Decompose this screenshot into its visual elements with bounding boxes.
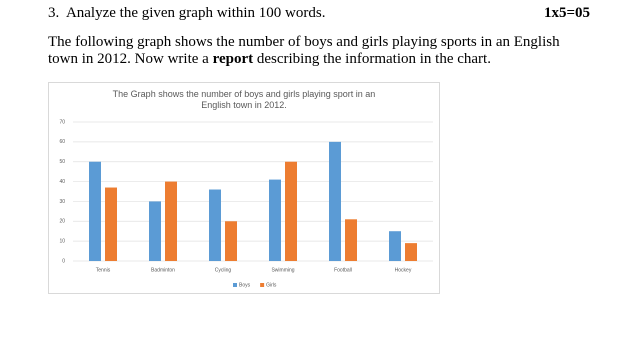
bar <box>149 201 161 261</box>
legend-label: Girls <box>266 282 277 288</box>
bold-text: report <box>212 51 254 67</box>
y-tick-label: 20 <box>59 219 65 225</box>
bar <box>105 187 117 261</box>
y-tick-label: 40 <box>59 179 65 185</box>
chart-svg: 0 10 20 30 40 50 60 70 Tennis Badminton Cycling Swi… <box>59 119 433 288</box>
chart: The Graph shows the number of boys and g… <box>48 82 440 294</box>
text: The following graph shows the number of … <box>48 34 560 67</box>
x-tick-label: Swimming <box>271 267 294 273</box>
legend-swatch <box>233 283 237 287</box>
bar <box>269 179 281 261</box>
marks: 1x5=05 <box>543 5 590 21</box>
paragraph: The following graph shows the number of … <box>48 34 593 68</box>
y-tick-label: 70 <box>59 119 65 125</box>
bar <box>225 221 237 261</box>
y-tick-label: 0 <box>62 258 65 264</box>
y-tick-label: 60 <box>59 139 65 145</box>
bar <box>345 219 357 261</box>
legend-label: Boys <box>239 282 251 288</box>
legend-swatch <box>260 283 265 287</box>
bar <box>389 231 401 261</box>
chart-title: The Graph shows the number of boys and g… <box>112 89 376 110</box>
y-tick-label: 50 <box>59 159 65 165</box>
x-tick-label: Tennis <box>96 267 111 273</box>
text: describing the information in the chart. <box>253 51 491 67</box>
x-tick-label: Badminton <box>151 267 175 273</box>
bar <box>285 161 297 261</box>
question: 3. Analyze the given graph within 100 wo… <box>48 5 590 22</box>
question-number: 3. <box>48 5 60 21</box>
bar <box>209 189 221 261</box>
bar <box>329 141 341 261</box>
bar <box>165 181 177 261</box>
y-tick-label: 10 <box>59 238 65 244</box>
question-prompt: Analyze the given graph within 100 words… <box>65 5 326 21</box>
bar <box>89 161 101 261</box>
bar <box>405 243 417 261</box>
y-tick-label: 30 <box>59 199 65 205</box>
x-tick-label: Football <box>334 267 352 273</box>
x-tick-label: Cycling <box>215 267 232 273</box>
x-tick-label: Hockey <box>395 267 412 273</box>
